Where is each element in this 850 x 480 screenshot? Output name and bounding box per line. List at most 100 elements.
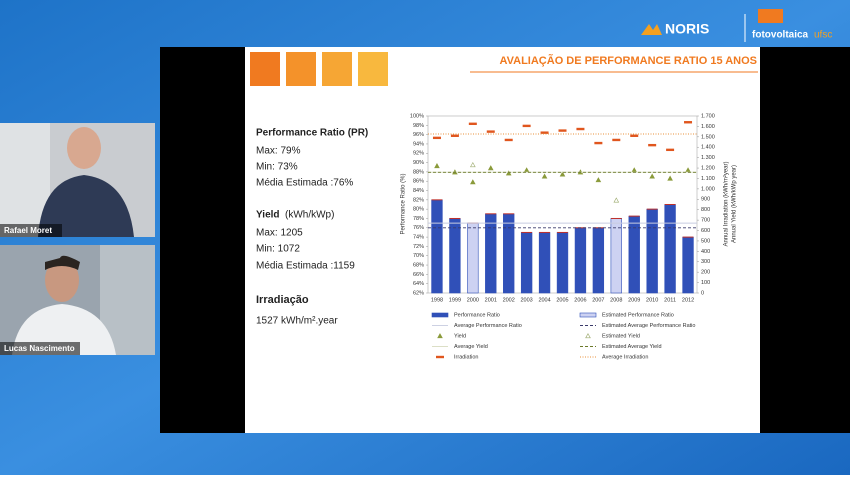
x-tick-label: 2007: [592, 297, 604, 303]
bar: [574, 227, 587, 294]
legend-label: Performance Ratio: [454, 312, 500, 318]
irradiation-marker: [648, 143, 657, 147]
y2-tick-label: 100: [701, 280, 710, 286]
y-tick-label: 90%: [413, 160, 424, 166]
legend-swatch: [585, 333, 591, 339]
x-tick-label: 1999: [449, 297, 461, 303]
x-tick-label: 1998: [431, 297, 443, 303]
yield-marker: [649, 173, 655, 179]
square: [250, 52, 280, 86]
legend-swatch: [431, 312, 449, 318]
y-tick-label: 96%: [413, 132, 424, 138]
x-tick-label: 2003: [521, 297, 533, 303]
section-unit: (kWh/kWp): [285, 210, 334, 221]
bar: [520, 232, 533, 294]
x-tick-label: 2006: [574, 297, 586, 303]
participant-name: Rafael Moret: [4, 226, 52, 235]
irradiation-marker: [432, 136, 441, 140]
stat-line: Média Estimada :1159: [256, 261, 355, 272]
y2-tick-label: 700: [701, 218, 710, 224]
irradiation-marker: [450, 134, 459, 137]
yield-marker: [505, 170, 512, 176]
slide-decoration: [250, 52, 758, 86]
bar: [485, 213, 497, 294]
y-tick-label: 68%: [413, 263, 424, 269]
bar: [503, 213, 515, 294]
irradiation-marker: [486, 130, 495, 133]
legend-label: Average Irradiation: [602, 354, 648, 360]
section-heading: Irradiação: [256, 294, 309, 306]
stat-line: Média Estimada :76%: [256, 178, 353, 189]
stats: Performance Ratio (PR) Max: 79% Min: 73%…: [256, 128, 368, 327]
y-tick-label: 92%: [413, 151, 424, 157]
y-tick-label: 66%: [413, 272, 424, 278]
irradiation-marker: [594, 141, 603, 145]
bar: [610, 218, 622, 294]
bar: [538, 232, 551, 294]
y-tick-label: 88%: [413, 169, 424, 175]
webcam-2: Lucas Nascimento: [0, 245, 155, 355]
section-heading: Yield: [256, 210, 280, 221]
yield-marker: [541, 173, 548, 179]
yield-marker: [487, 165, 494, 171]
x-tick-label: 2012: [682, 297, 694, 303]
legend-label: Estimated Performance Ratio: [602, 312, 674, 318]
y-tick-label: 64%: [413, 281, 424, 287]
bar: [556, 232, 569, 294]
y2-tick-label: 1.000: [701, 186, 715, 192]
y-tick-label: 80%: [413, 207, 424, 213]
bar: [592, 227, 605, 294]
yield-marker: [470, 162, 476, 168]
webcam-1: Rafael Moret: [0, 123, 155, 237]
y2-tick-label: 1.600: [701, 124, 715, 130]
slide-title: AVALIAÇÃO DE PERFORMANCE RATIO 15 ANOS: [500, 54, 758, 67]
person-hair: [45, 255, 80, 270]
yield-marker: [434, 163, 440, 169]
y-tick-label: 76%: [413, 225, 424, 231]
irradiation-marker: [558, 129, 567, 132]
y-tick-label: 70%: [413, 253, 424, 259]
yield-marker: [667, 175, 673, 181]
legend-label: Average Performance Ratio: [454, 323, 522, 329]
bar: [646, 208, 658, 294]
y-tick-label: 72%: [413, 244, 424, 250]
chart: Performance Ratio (%) Annual Irradiation…: [401, 113, 738, 360]
stat-line: Max: 1205: [256, 228, 303, 239]
irradiation-marker: [612, 138, 621, 142]
y2-tick-label: 600: [701, 228, 710, 234]
bar: [449, 218, 461, 294]
noris-icon: [641, 24, 662, 35]
bar: [431, 199, 443, 294]
logo-ufsc: ufsc: [814, 30, 832, 41]
y2-axis-title: Annual Yield (kWh/kWp year): [732, 165, 738, 243]
x-tick-label: 2005: [556, 297, 568, 303]
square: [322, 52, 352, 86]
legend-label: Estimated Average Yield: [602, 344, 662, 350]
y2-tick-label: 1.700: [701, 113, 715, 119]
legend-swatch: [579, 312, 597, 318]
person-head: [67, 127, 101, 169]
stat-line: Min: 73%: [256, 162, 298, 173]
legend-swatch: [437, 333, 443, 339]
irradiation-marker: [576, 127, 585, 131]
y2-tick-label: 200: [701, 270, 710, 276]
bar: [664, 204, 676, 294]
name-tag: [0, 342, 80, 355]
x-tick-label: 2002: [503, 297, 515, 303]
ufsc-icon: [758, 9, 783, 23]
participant-name: Lucas Nascimento: [4, 344, 75, 353]
y2-tick-label: 1.200: [701, 166, 715, 172]
stat-line: 1527 kWh/m².year: [256, 316, 338, 327]
bar: [682, 236, 694, 294]
legend-label: Average Yield: [454, 344, 488, 350]
legend-label: Irradiation: [454, 354, 478, 360]
yield-marker: [470, 179, 476, 185]
stat-line: Max: 79%: [256, 146, 301, 157]
person-body: [38, 175, 134, 237]
x-tick-label: 2000: [467, 297, 479, 303]
legend-swatch: [436, 355, 444, 359]
y2-tick-label: 0: [701, 290, 704, 296]
y-axis-title: Performance Ratio (%): [401, 173, 407, 234]
x-tick-label: 2001: [485, 297, 497, 303]
